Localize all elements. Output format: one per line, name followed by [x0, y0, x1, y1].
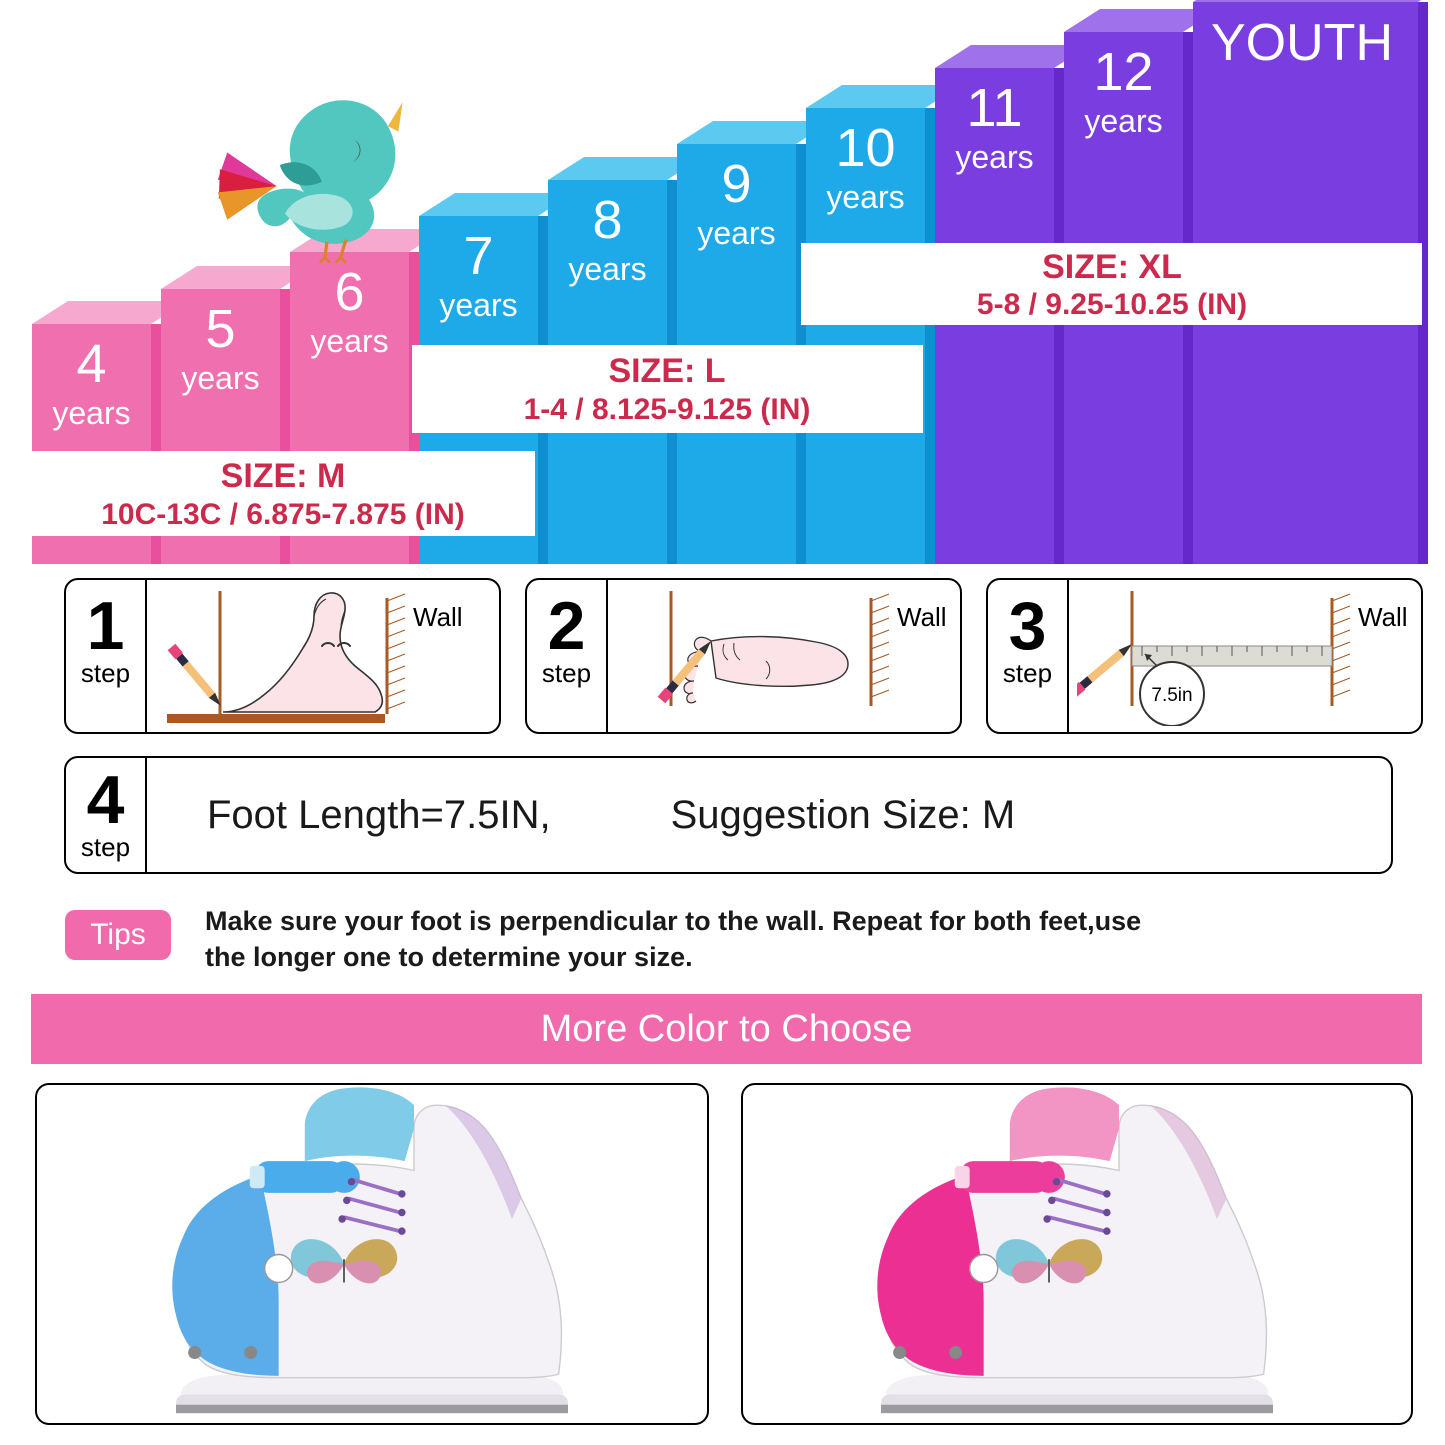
svg-text:10: 10 — [835, 118, 895, 178]
svg-text:Wall: Wall — [897, 602, 947, 632]
svg-text:years: years — [52, 395, 130, 431]
svg-text:years: years — [955, 139, 1033, 175]
svg-text:8: 8 — [592, 190, 622, 250]
svg-text:years: years — [310, 323, 388, 359]
svg-text:Wall: Wall — [413, 602, 463, 632]
svg-text:years: years — [181, 360, 259, 396]
svg-text:years: years — [697, 215, 775, 251]
svg-text:6: 6 — [334, 262, 364, 322]
svg-text:Wall: Wall — [1358, 602, 1408, 632]
svg-text:7.5in: 7.5in — [1151, 685, 1192, 706]
svg-text:years: years — [1084, 103, 1162, 139]
svg-text:years: years — [439, 287, 517, 323]
svg-text:YOUTH: YOUTH — [1211, 14, 1393, 72]
svg-text:SIZE: L: SIZE: L — [608, 352, 725, 390]
svg-text:years: years — [568, 251, 646, 287]
svg-text:12: 12 — [1093, 42, 1153, 102]
svg-text:1-4 / 8.125-9.125 (IN): 1-4 / 8.125-9.125 (IN) — [524, 393, 811, 426]
svg-text:SIZE: XL: SIZE: XL — [1042, 248, 1182, 286]
svg-text:10C-13C / 6.875-7.875 (IN): 10C-13C / 6.875-7.875 (IN) — [101, 498, 465, 531]
svg-text:7: 7 — [463, 226, 493, 286]
svg-text:11: 11 — [966, 78, 1022, 138]
svg-text:SIZE: M: SIZE: M — [221, 457, 346, 495]
svg-text:5-8 / 9.25-10.25 (IN): 5-8 / 9.25-10.25 (IN) — [977, 288, 1247, 321]
svg-text:years: years — [826, 179, 904, 215]
svg-text:5: 5 — [205, 299, 235, 359]
svg-text:4: 4 — [76, 334, 106, 394]
svg-text:9: 9 — [721, 154, 751, 214]
